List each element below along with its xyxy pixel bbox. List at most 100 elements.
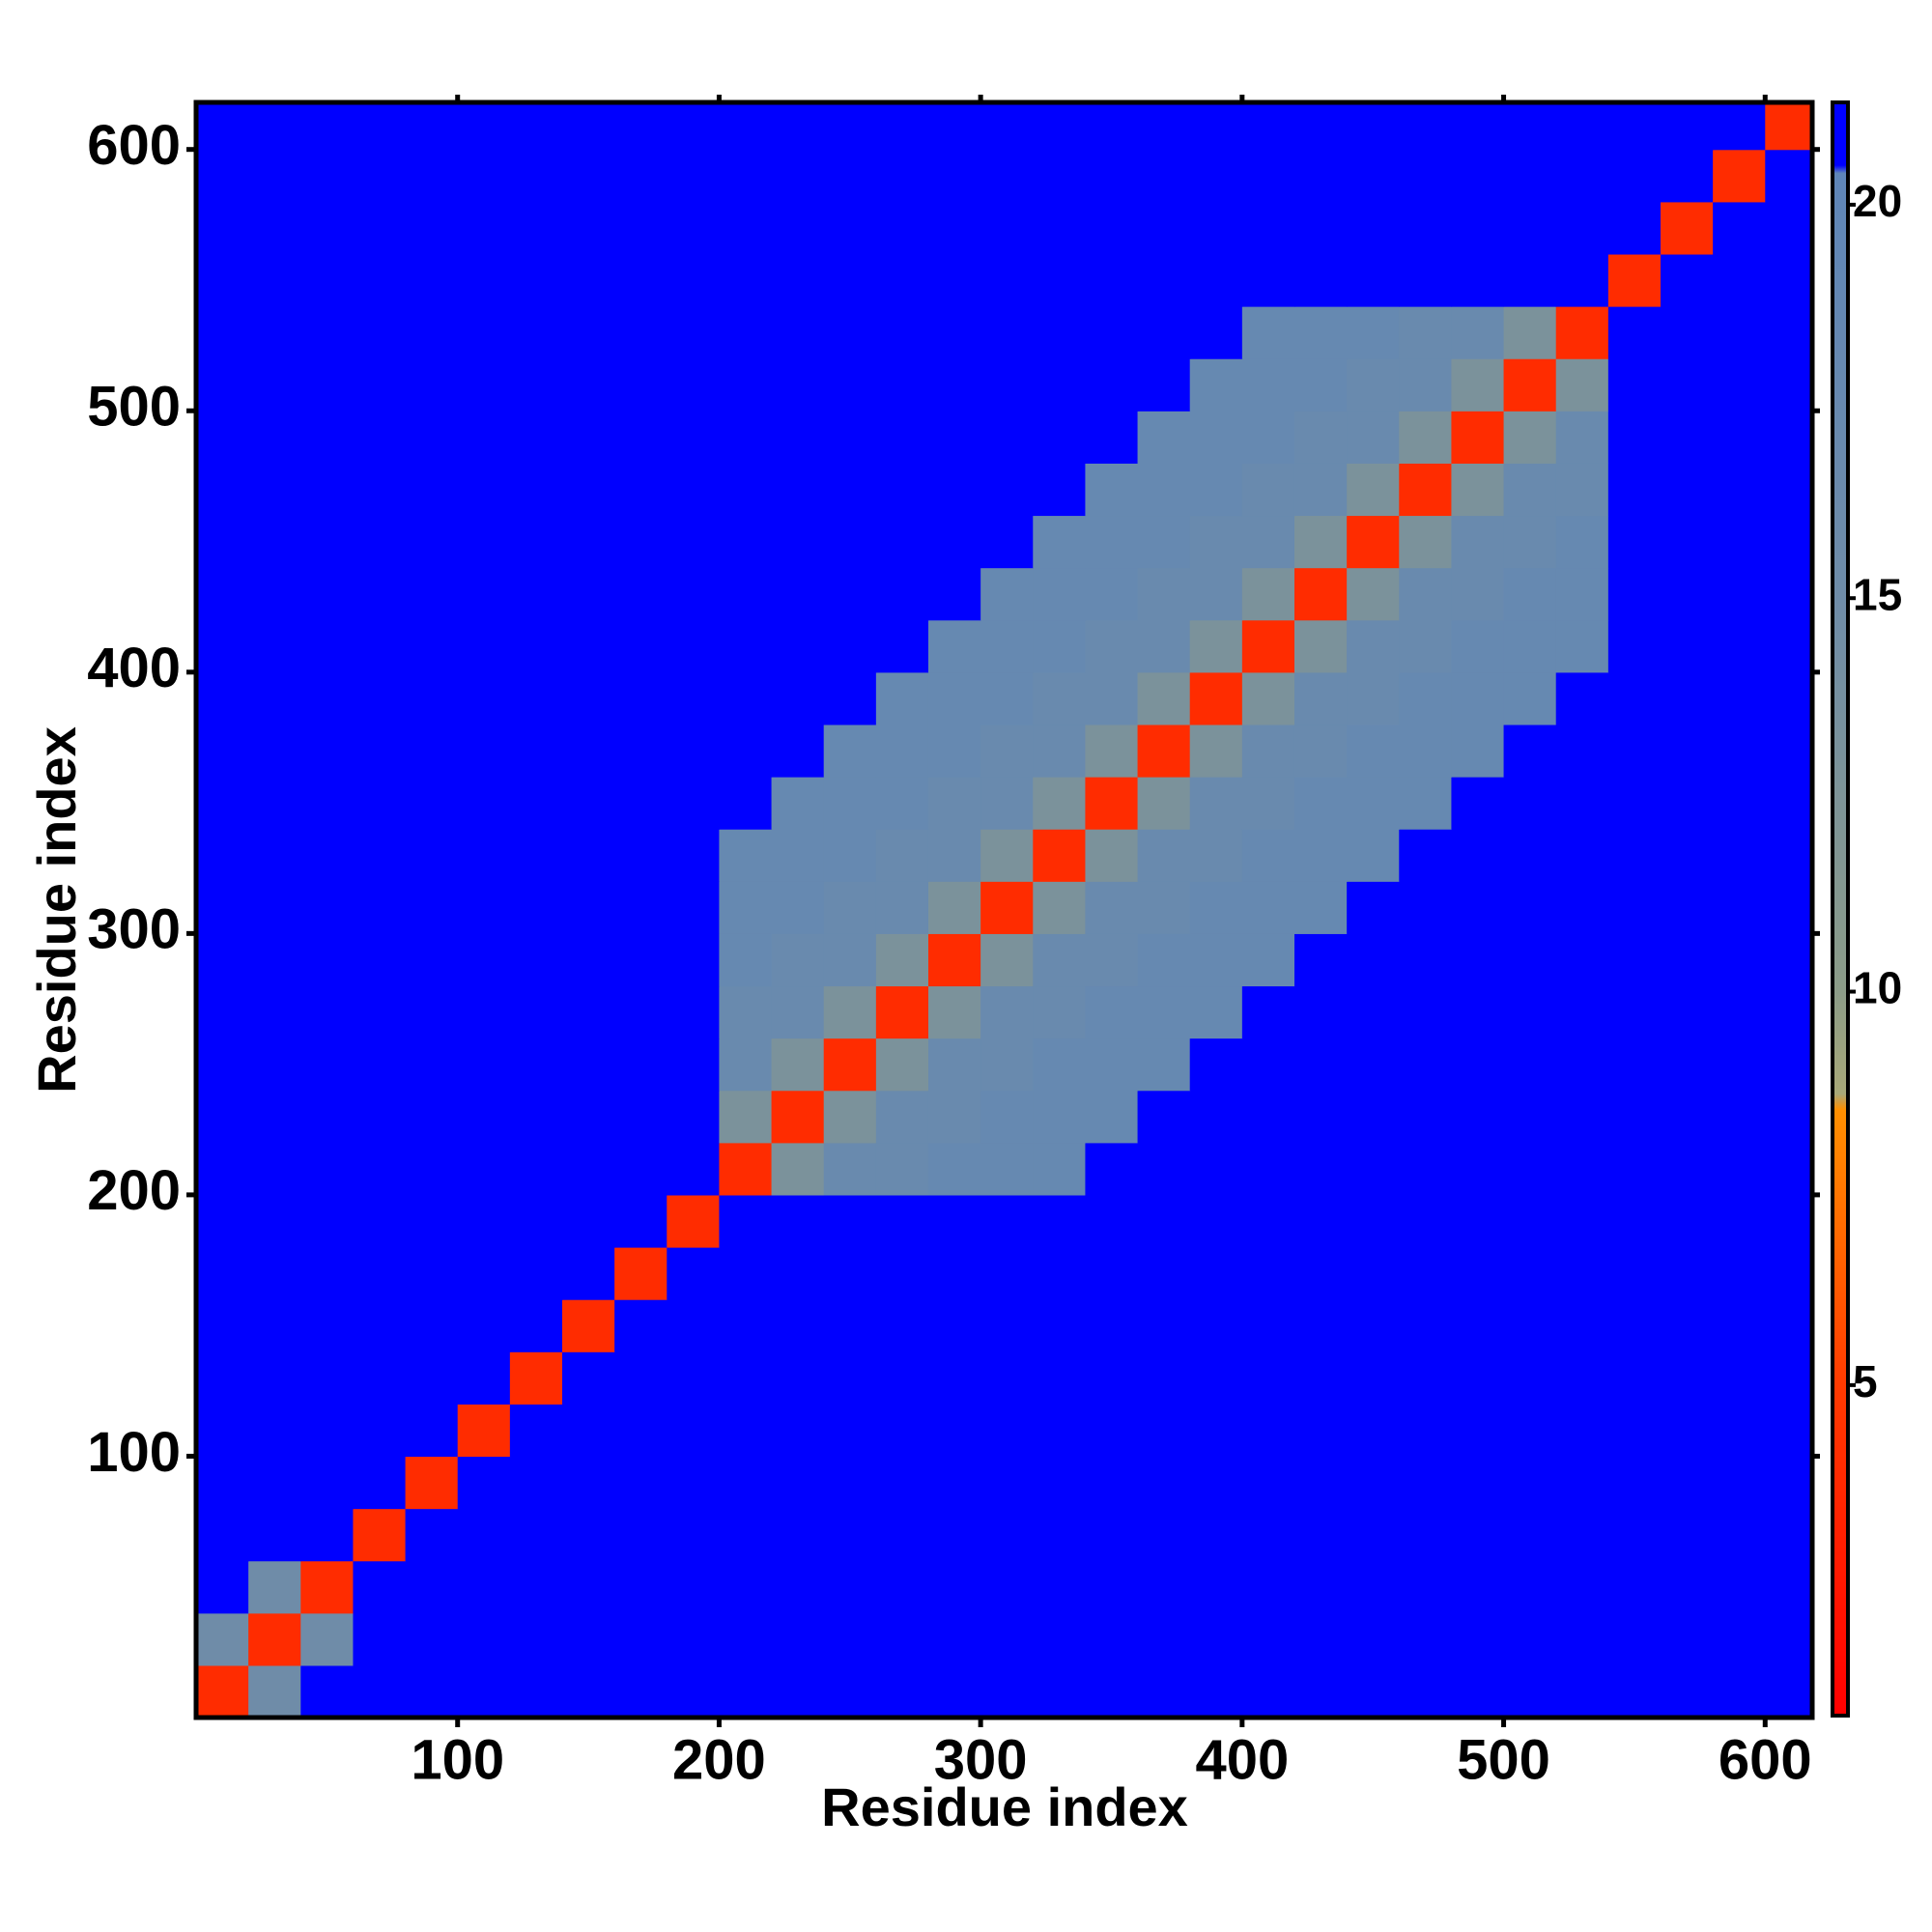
heatmap-cell — [1503, 1090, 1557, 1144]
heatmap-cell — [875, 201, 929, 255]
heatmap-cell — [980, 1194, 1034, 1248]
heatmap-cell — [248, 881, 301, 934]
heatmap-cell — [248, 1664, 301, 1718]
heatmap-cell — [1033, 881, 1087, 934]
heatmap-cell — [1137, 777, 1191, 830]
heatmap-cell — [719, 201, 773, 255]
heatmap-cell — [457, 933, 511, 987]
heatmap-cell — [1399, 358, 1453, 412]
heatmap-cell — [1503, 985, 1557, 1039]
heatmap-cell — [1085, 985, 1139, 1039]
heatmap-cell — [875, 1560, 929, 1614]
heatmap-cell — [1347, 411, 1400, 464]
heatmap-cell — [405, 1090, 459, 1144]
heatmap-cell — [719, 1664, 773, 1718]
heatmap-cell — [875, 358, 929, 412]
heatmap-cell — [509, 463, 563, 517]
heatmap-cell — [1660, 102, 1714, 151]
heatmap-cell — [980, 1508, 1034, 1562]
heatmap-cell — [1085, 253, 1139, 307]
heatmap-cell — [1189, 358, 1243, 412]
heatmap-cell — [771, 881, 825, 934]
heatmap-cell — [1660, 1142, 1714, 1196]
heatmap-cell — [875, 463, 929, 517]
heatmap-cell — [1451, 933, 1505, 987]
heatmap-cell — [614, 102, 668, 151]
heatmap-cell — [405, 149, 459, 203]
heatmap-cell — [614, 671, 668, 725]
heatmap-cell — [248, 1404, 301, 1458]
heatmap-cell — [561, 1194, 615, 1248]
heatmap-cell — [1241, 829, 1295, 882]
heatmap-cell — [1347, 567, 1400, 621]
heatmap-cell — [300, 1351, 355, 1405]
heatmap-cell — [353, 201, 407, 255]
heatmap-cell — [719, 1404, 773, 1458]
heatmap-cell — [457, 829, 511, 882]
heatmap-cell — [1555, 881, 1609, 934]
heatmap-cell — [1713, 1456, 1766, 1510]
heatmap-cell — [1555, 463, 1609, 517]
heatmap-cell — [300, 1404, 355, 1458]
heatmap-cell — [196, 1299, 249, 1352]
heatmap-cell — [1137, 1664, 1191, 1718]
heatmap-cell — [509, 1508, 563, 1562]
heatmap-cell — [1241, 724, 1295, 778]
heatmap-cell — [1137, 619, 1191, 673]
heatmap-cell — [980, 463, 1034, 517]
heatmap-cell — [405, 102, 459, 151]
heatmap-cell — [1137, 1142, 1191, 1196]
heatmap-cell — [980, 102, 1034, 151]
heatmap-cell — [1503, 1351, 1557, 1405]
heatmap-cell — [614, 881, 668, 934]
heatmap-cell — [1765, 306, 1812, 359]
heatmap-cell — [1503, 1194, 1557, 1248]
heatmap-cell — [667, 1664, 721, 1718]
heatmap-cell — [1660, 567, 1714, 621]
heatmap-cell — [927, 358, 981, 412]
heatmap-cell — [196, 619, 249, 673]
heatmap-cell — [509, 515, 563, 569]
heatmap-cell — [1137, 1090, 1191, 1144]
heatmap-cell — [1607, 463, 1662, 517]
heatmap-cell — [719, 881, 773, 934]
heatmap-cell — [771, 985, 825, 1039]
heatmap-cell — [300, 515, 355, 569]
heatmap-cell — [771, 201, 825, 255]
heatmap-cell — [1033, 358, 1087, 412]
heatmap-cell — [405, 933, 459, 987]
heatmap-cell — [1607, 777, 1662, 830]
heatmap-cell — [771, 463, 825, 517]
heatmap-cell — [1503, 933, 1557, 987]
heatmap-cell — [1713, 201, 1766, 255]
heatmap-cell — [1607, 1560, 1662, 1614]
heatmap-cell — [1660, 671, 1714, 725]
heatmap-cell — [771, 829, 825, 882]
heatmap-cell — [1765, 777, 1812, 830]
heatmap-cell — [405, 881, 459, 934]
heatmap-cell — [875, 102, 929, 151]
heatmap-cell — [980, 253, 1034, 307]
heatmap-cell — [1241, 881, 1295, 934]
heatmap-cell — [1713, 1247, 1766, 1300]
heatmap-cell — [196, 1090, 249, 1144]
heatmap-cell — [248, 1194, 301, 1248]
heatmap-cell — [1347, 881, 1400, 934]
heatmap-cell — [614, 1142, 668, 1196]
heatmap-cell — [196, 1456, 249, 1510]
heatmap-cell — [457, 253, 511, 307]
heatmap-cell — [405, 1404, 459, 1458]
y-tick-label: 600 — [87, 114, 181, 177]
heatmap-cell — [405, 1142, 459, 1196]
heatmap-cell — [1399, 463, 1453, 517]
heatmap-cell — [300, 306, 355, 359]
heatmap-cell — [196, 829, 249, 882]
heatmap-cell — [1033, 306, 1087, 359]
heatmap-cell — [561, 567, 615, 621]
heatmap-cell — [875, 411, 929, 464]
heatmap-cell — [1033, 1612, 1087, 1666]
heatmap-cell — [980, 358, 1034, 412]
heatmap-cell — [1607, 619, 1662, 673]
heatmap-cell — [1137, 567, 1191, 621]
heatmap-cell — [614, 1194, 668, 1248]
